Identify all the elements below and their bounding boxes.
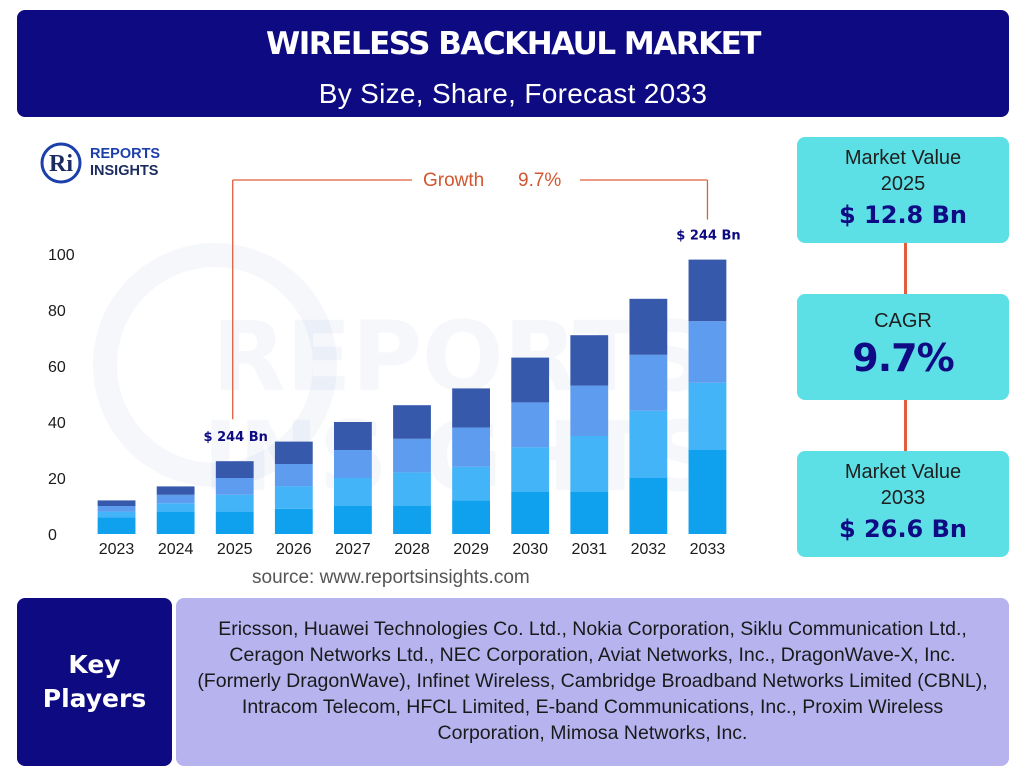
bar-segment <box>452 388 490 428</box>
x-tick-label: 2031 <box>571 541 607 558</box>
kpi-label: CAGR <box>874 310 932 332</box>
bar-segment <box>156 511 195 534</box>
logo-line-1: REPORTS <box>90 146 161 162</box>
data-label: $ 244 Bn <box>204 430 268 445</box>
x-tick-label: 2033 <box>690 541 726 558</box>
bar-segment <box>570 385 609 436</box>
bar-segment <box>215 511 254 534</box>
bar-segment <box>215 461 254 478</box>
kpi-year: 2025 <box>880 173 926 195</box>
bar-segment <box>215 478 254 495</box>
bar-segment <box>511 357 550 403</box>
bar-segment <box>629 478 668 534</box>
y-tick-label: 0 <box>48 527 57 544</box>
x-tick-label: 2027 <box>335 541 371 558</box>
stacked-bar-chart: REPORTSINSIGHTS0204060801002023202420252… <box>48 170 741 558</box>
bar-segment <box>452 466 490 501</box>
growth-label: Growth <box>423 170 484 191</box>
bar-segment <box>629 410 668 478</box>
kpi-label: Market Value <box>844 461 962 483</box>
bar-segment <box>688 450 727 534</box>
logo-mark: Ri <box>40 142 82 184</box>
y-tick-label: 40 <box>48 415 66 432</box>
bar-segment <box>511 447 550 492</box>
kpi-value: 9.7% <box>852 336 954 380</box>
watermark-ring <box>93 243 337 487</box>
bar-segment <box>334 450 372 478</box>
bar-segment <box>452 500 490 534</box>
bar-segment <box>393 506 431 534</box>
bar-segment <box>274 486 313 509</box>
page-subtitle: By Size, Share, Forecast 2033 <box>318 78 708 109</box>
kpi-market-value-2025: Market Value 2025 $ 12.8 Bn <box>797 137 1009 243</box>
bar-segment <box>97 506 136 512</box>
header-banner: WIRELESS BACKHAUL MARKET By Size, Share,… <box>17 10 1009 117</box>
bar-segment <box>688 382 727 450</box>
logo-letters: Ri <box>49 151 73 177</box>
bar-segment <box>570 492 609 534</box>
x-tick-label: 2028 <box>394 541 430 558</box>
y-tick-label: 80 <box>48 303 66 320</box>
kpi-label: Market Value <box>844 147 962 169</box>
x-tick-label: 2024 <box>158 541 194 558</box>
bar-segment <box>393 472 431 506</box>
bar-segment <box>511 402 550 448</box>
x-tick-label: 2029 <box>453 541 489 558</box>
logo-wordmark: REPORTS INSIGHTS <box>90 146 190 180</box>
data-label: $ 244 Bn <box>676 229 740 244</box>
bar-segment <box>629 298 668 355</box>
key-players-heading-line-2: Players <box>42 684 147 713</box>
kpi-connector <box>904 243 907 294</box>
source-note: source: www.reportsinsights.com <box>252 567 530 588</box>
y-tick-label: 100 <box>48 247 75 264</box>
bar-segment <box>452 427 490 467</box>
bar-segment <box>97 500 136 506</box>
bar-segment <box>334 478 372 506</box>
bar-segment <box>511 492 550 534</box>
x-tick-label: 2030 <box>512 541 548 558</box>
growth-value: 9.7% <box>518 170 561 191</box>
key-players-heading-line-1: Key <box>68 650 121 679</box>
bar-segment <box>570 335 609 386</box>
bar-segment <box>393 405 431 439</box>
key-players-heading: Key Players <box>17 598 172 766</box>
bar-segment <box>156 486 195 495</box>
bar-segment <box>215 494 254 512</box>
kpi-cagr: CAGR 9.7% <box>797 294 1009 400</box>
kpi-market-value-2033: Market Value 2033 $ 26.6 Bn <box>797 451 1009 557</box>
kpi-connector <box>904 400 907 451</box>
bar-segment <box>97 517 136 534</box>
kpi-value: $ 26.6 Bn <box>838 515 967 543</box>
bar-segment <box>688 259 727 322</box>
x-tick-label: 2023 <box>99 541 135 558</box>
logo-line-2: INSIGHTS <box>90 163 159 179</box>
x-tick-label: 2025 <box>217 541 253 558</box>
bar-segment <box>334 422 372 450</box>
bar-segment <box>393 438 431 473</box>
bar-segment <box>334 506 372 534</box>
y-tick-label: 60 <box>48 359 66 376</box>
x-tick-label: 2026 <box>276 541 312 558</box>
bar-segment <box>570 436 609 492</box>
y-tick-label: 20 <box>48 471 66 488</box>
page-title: WIRELESS BACKHAUL MARKET <box>266 26 761 62</box>
bar-segment <box>156 503 195 512</box>
bar-segment <box>97 511 136 518</box>
bar-segment <box>274 508 313 534</box>
x-tick-label: 2032 <box>631 541 667 558</box>
bar-segment <box>688 321 727 383</box>
bar-segment <box>156 494 195 504</box>
bar-segment <box>274 464 313 487</box>
bar-segment <box>629 354 668 411</box>
kpi-year: 2033 <box>880 487 926 509</box>
key-players-list: Ericsson, Huawei Technologies Co. Ltd., … <box>176 598 1009 766</box>
kpi-value: $ 12.8 Bn <box>838 201 967 229</box>
bar-segment <box>274 441 313 464</box>
